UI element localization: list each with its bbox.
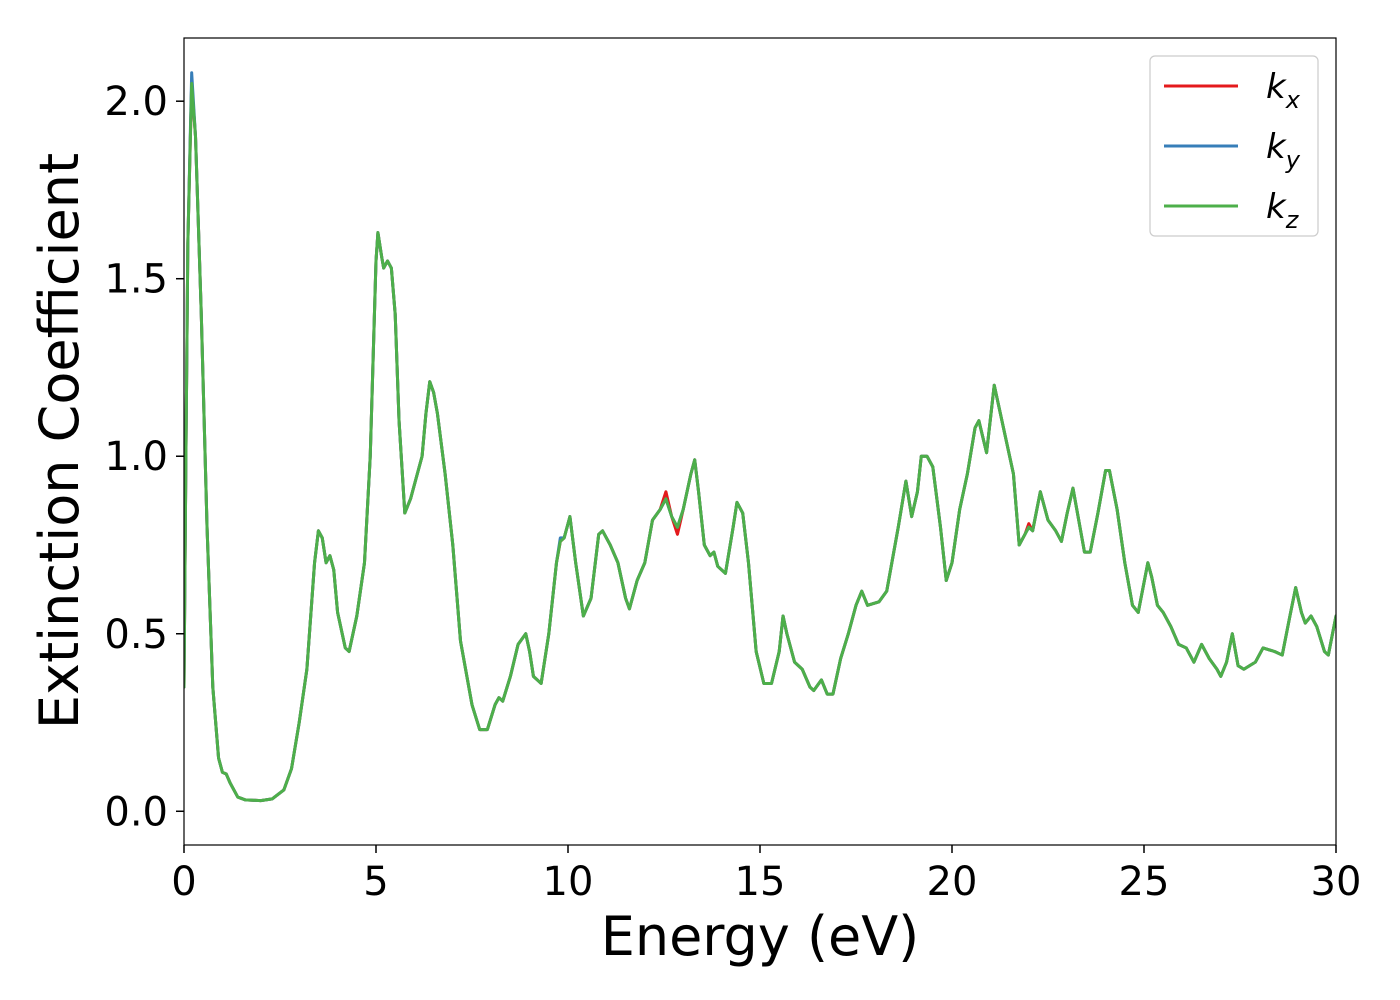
x-tick-label: 20	[927, 859, 978, 905]
x-tick-label: 5	[363, 859, 388, 905]
y-tick-label: 1.5	[104, 257, 168, 303]
x-tick-label: 30	[1311, 859, 1362, 905]
y-tick-label: 0.0	[104, 789, 168, 835]
x-tick-label: 10	[543, 859, 594, 905]
legend: kx ky kz	[1149, 55, 1319, 237]
plot-lines	[184, 71, 1336, 803]
plot-frame	[183, 37, 1337, 846]
y-tick-label: 2.0	[104, 79, 168, 125]
legend-label: kx	[1266, 67, 1301, 114]
legend-label: ky	[1266, 127, 1301, 174]
legend-label: kz	[1266, 187, 1300, 234]
series-line	[184, 81, 1336, 803]
x-tick-label: 15	[735, 859, 786, 905]
y-axis-label: Extinction Coefficient	[28, 153, 91, 729]
y-tick-label: 1.0	[104, 434, 168, 480]
x-tick-label: 0	[171, 859, 196, 905]
y-tick-label: 0.5	[104, 612, 168, 658]
x-tick-label: 25	[1119, 859, 1170, 905]
x-axis-label: Energy (eV)	[601, 905, 920, 968]
